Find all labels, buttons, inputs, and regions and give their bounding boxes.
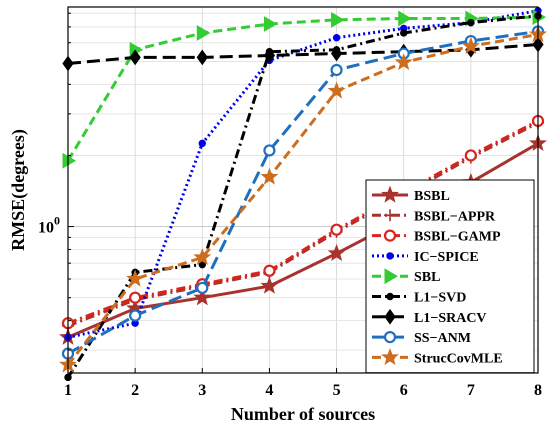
- y-tick-label: 100: [38, 214, 60, 237]
- x-tick-label: 8: [534, 382, 542, 399]
- data-point: [263, 47, 276, 64]
- x-tick-label: 2: [131, 382, 139, 399]
- data-point: [129, 309, 142, 322]
- series-line: [67, 29, 539, 355]
- data-point: [260, 167, 279, 185]
- legend-label: L1−SVD: [414, 291, 466, 306]
- data-point: [381, 185, 399, 203]
- data-point: [263, 16, 278, 32]
- data-point: [193, 288, 212, 306]
- data-point: [467, 18, 475, 27]
- legend-label: SS−ANM: [414, 331, 471, 346]
- data-point: [330, 45, 343, 62]
- x-tick-label: 3: [198, 382, 206, 399]
- data-point: [129, 291, 142, 304]
- data-point: [196, 25, 211, 41]
- legend-item: SBL: [372, 268, 440, 285]
- data-point: [386, 252, 394, 260]
- data-point: [327, 81, 346, 99]
- data-point: [198, 139, 206, 148]
- x-tick-label: 4: [265, 382, 273, 399]
- legend-item: BSBL−APPR: [372, 209, 496, 224]
- legend-item: BSBL−GAMP: [372, 229, 501, 245]
- data-point: [198, 260, 206, 269]
- data-point: [64, 373, 72, 382]
- legend-item: L1−SVD: [372, 291, 466, 306]
- series-line: [66, 15, 539, 162]
- series-line: [67, 9, 539, 339]
- legend-item: SS−ANM: [372, 331, 471, 346]
- data-point: [332, 34, 341, 42]
- data-point: [384, 209, 396, 222]
- data-point: [129, 49, 141, 66]
- data-point: [386, 292, 394, 301]
- x-tick-label: 6: [400, 382, 408, 399]
- data-point: [384, 268, 398, 285]
- series-line: [66, 33, 539, 366]
- data-point: [193, 248, 212, 266]
- y-axis-label: RMSE(degrees): [8, 129, 29, 251]
- x-axis-label: Number of sources: [231, 404, 375, 424]
- legend-label: BSBL: [414, 189, 450, 204]
- legend-item: IC−SPICE: [372, 250, 479, 265]
- data-point: [381, 347, 399, 366]
- data-point: [383, 331, 397, 344]
- legend-label: StrucCovMLE: [414, 351, 503, 366]
- legend-item: StrucCovMLE: [372, 347, 503, 366]
- legend-label: L1−SRACV: [414, 311, 487, 326]
- axis-ticks: 1 2 3 4 5 6 7 8 100: [38, 12, 542, 399]
- data-point: [464, 149, 477, 162]
- data-point: [330, 63, 343, 77]
- x-tick-label: 5: [333, 382, 341, 399]
- series-line: [66, 14, 539, 379]
- data-point: [461, 36, 480, 54]
- data-point: [196, 49, 208, 66]
- x-tick-label: 1: [64, 382, 72, 399]
- data-point: [263, 264, 276, 277]
- legend-label: SBL: [414, 270, 440, 285]
- series-line: [67, 119, 539, 325]
- data-point: [398, 10, 412, 27]
- data-point: [196, 281, 209, 295]
- data-point: [260, 276, 279, 294]
- data-point: [327, 243, 346, 262]
- data-point: [263, 144, 276, 157]
- legend-item: L1−SRACV: [372, 308, 487, 326]
- legend-item: BSBL: [372, 185, 450, 204]
- legend-label: BSBL−APPR: [414, 209, 496, 224]
- data-point: [394, 53, 413, 71]
- legend-label: IC−SPICE: [414, 250, 479, 265]
- legend-label: BSBL−GAMP: [414, 230, 501, 245]
- series-lines: [59, 6, 547, 382]
- data-point: [384, 308, 396, 325]
- data-point: [331, 11, 345, 28]
- data-point: [400, 29, 408, 37]
- data-point: [330, 223, 343, 236]
- data-point: [62, 152, 76, 169]
- data-point: [383, 229, 397, 242]
- plot-frame: [67, 6, 539, 374]
- data-point: [126, 269, 145, 287]
- x-tick-label: 7: [467, 382, 475, 399]
- legend: BSBL BSBL−APPR BSBL−GAMP IC−SPICE SBL L1−SVD L…: [365, 179, 535, 374]
